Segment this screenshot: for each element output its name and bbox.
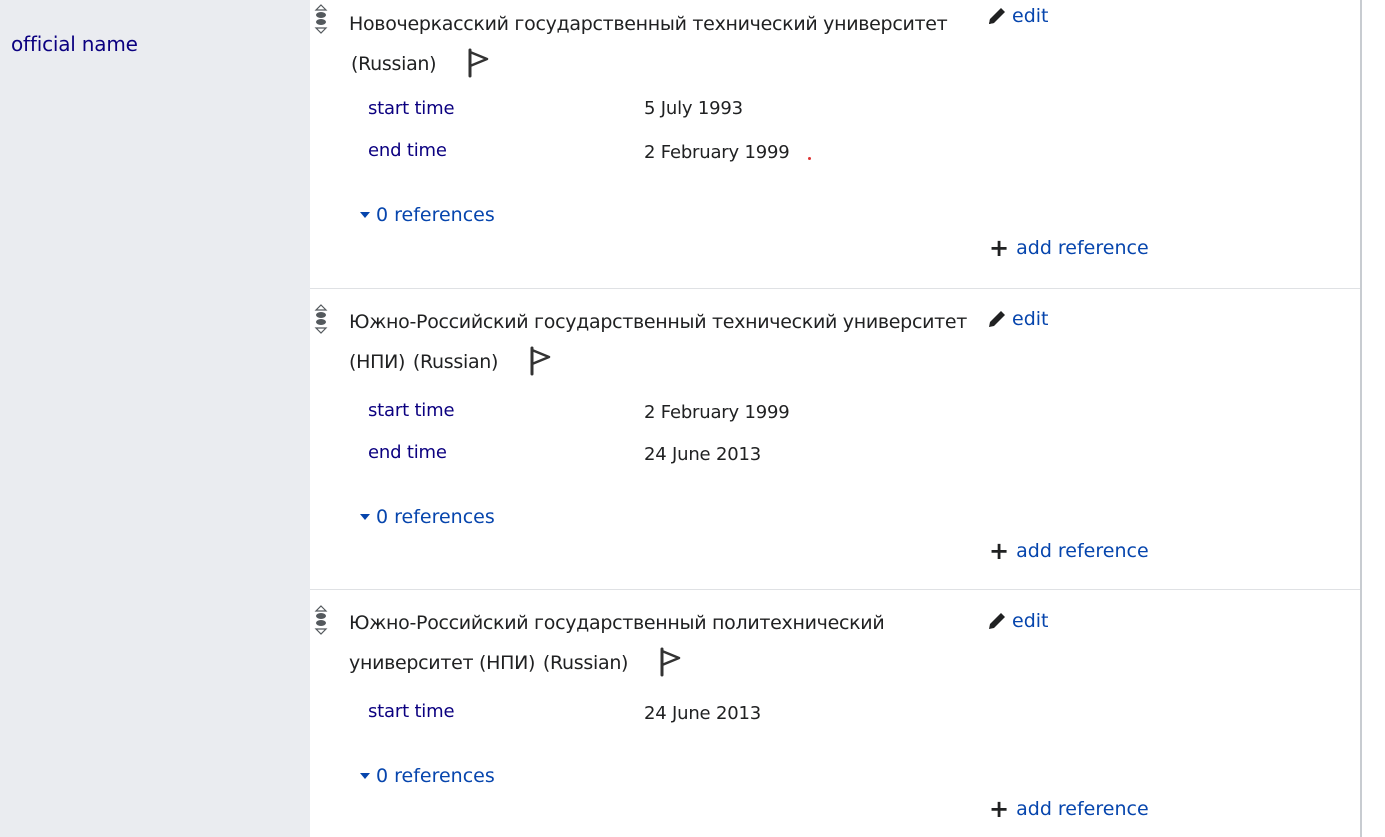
statement-group-border <box>1360 0 1362 837</box>
edit-label: edit <box>1012 5 1049 27</box>
references-label: 0 references <box>376 204 495 226</box>
edit-label: edit <box>1012 308 1049 330</box>
statement-1: Новочеркасский государственный техническ… <box>310 0 1360 289</box>
pencil-icon <box>989 8 1005 24</box>
statement-value[interactable]: Южно-Российский государственный политехн… <box>349 603 909 683</box>
qualifier-value: 5 July 1993 <box>644 98 743 119</box>
statement-value[interactable]: Южно-Российский государственный техничес… <box>349 302 979 382</box>
add-reference-button[interactable]: + add reference <box>989 234 1149 262</box>
edit-button[interactable]: edit <box>986 5 1048 27</box>
references-label: 0 references <box>376 506 495 528</box>
references-label: 0 references <box>376 765 495 787</box>
rank-selector-icon[interactable] <box>314 3 328 35</box>
add-reference-label: add reference <box>1016 540 1149 562</box>
qualifier-name[interactable]: end time <box>368 442 447 463</box>
plus-icon: + <box>989 537 1010 565</box>
language-label: (Russian) <box>351 53 437 75</box>
rank-selector-icon[interactable] <box>314 303 328 335</box>
qualifier-name[interactable]: start time <box>368 701 455 722</box>
value-text: Новочеркасский государственный техническ… <box>349 13 948 35</box>
flag-icon <box>468 48 489 78</box>
edit-button[interactable]: edit <box>986 308 1048 330</box>
value-text: Южно-Российский государственный техничес… <box>349 311 968 373</box>
rank-selector-icon[interactable] <box>314 604 328 636</box>
references-toggle[interactable]: 0 references <box>360 506 495 528</box>
caret-down-icon <box>360 773 370 779</box>
statement-2: Южно-Российский государственный техничес… <box>310 289 1360 590</box>
edit-button[interactable]: edit <box>986 610 1048 632</box>
qualifier-name[interactable]: start time <box>368 400 455 421</box>
plus-icon: + <box>989 795 1010 823</box>
qualifier-value: 2 February 1999 <box>644 142 790 163</box>
qualifier-value: 2 February 1999 <box>644 402 790 423</box>
add-reference-label: add reference <box>1016 237 1149 259</box>
references-toggle[interactable]: 0 references <box>360 765 495 787</box>
property-label[interactable]: official name <box>11 32 138 56</box>
qualifier-name[interactable]: end time <box>368 140 447 161</box>
add-reference-label: add reference <box>1016 798 1149 820</box>
references-toggle[interactable]: 0 references <box>360 204 495 226</box>
pencil-icon <box>989 613 1005 629</box>
language-label: (Russian) <box>412 351 499 373</box>
plus-icon: + <box>989 234 1010 262</box>
flag-icon <box>660 647 681 677</box>
language-label: (Russian) <box>542 652 629 674</box>
property-label-column: official name <box>0 0 310 837</box>
value-text: Южно-Российский государственный политехн… <box>349 612 885 674</box>
pencil-icon <box>989 311 1005 327</box>
statement-value[interactable]: Новочеркасский государственный техническ… <box>349 4 979 84</box>
flag-icon <box>530 346 551 376</box>
caret-down-icon <box>360 514 370 520</box>
qualifier-value: 24 June 2013 <box>644 703 761 724</box>
add-reference-button[interactable]: + add reference <box>989 795 1149 823</box>
statement-3: Южно-Российский государственный политехн… <box>310 590 1360 837</box>
qualifier-name[interactable]: start time <box>368 98 455 119</box>
red-dot-marker <box>808 157 811 160</box>
edit-label: edit <box>1012 610 1049 632</box>
caret-down-icon <box>360 212 370 218</box>
add-reference-button[interactable]: + add reference <box>989 537 1149 565</box>
qualifier-value: 24 June 2013 <box>644 444 761 465</box>
